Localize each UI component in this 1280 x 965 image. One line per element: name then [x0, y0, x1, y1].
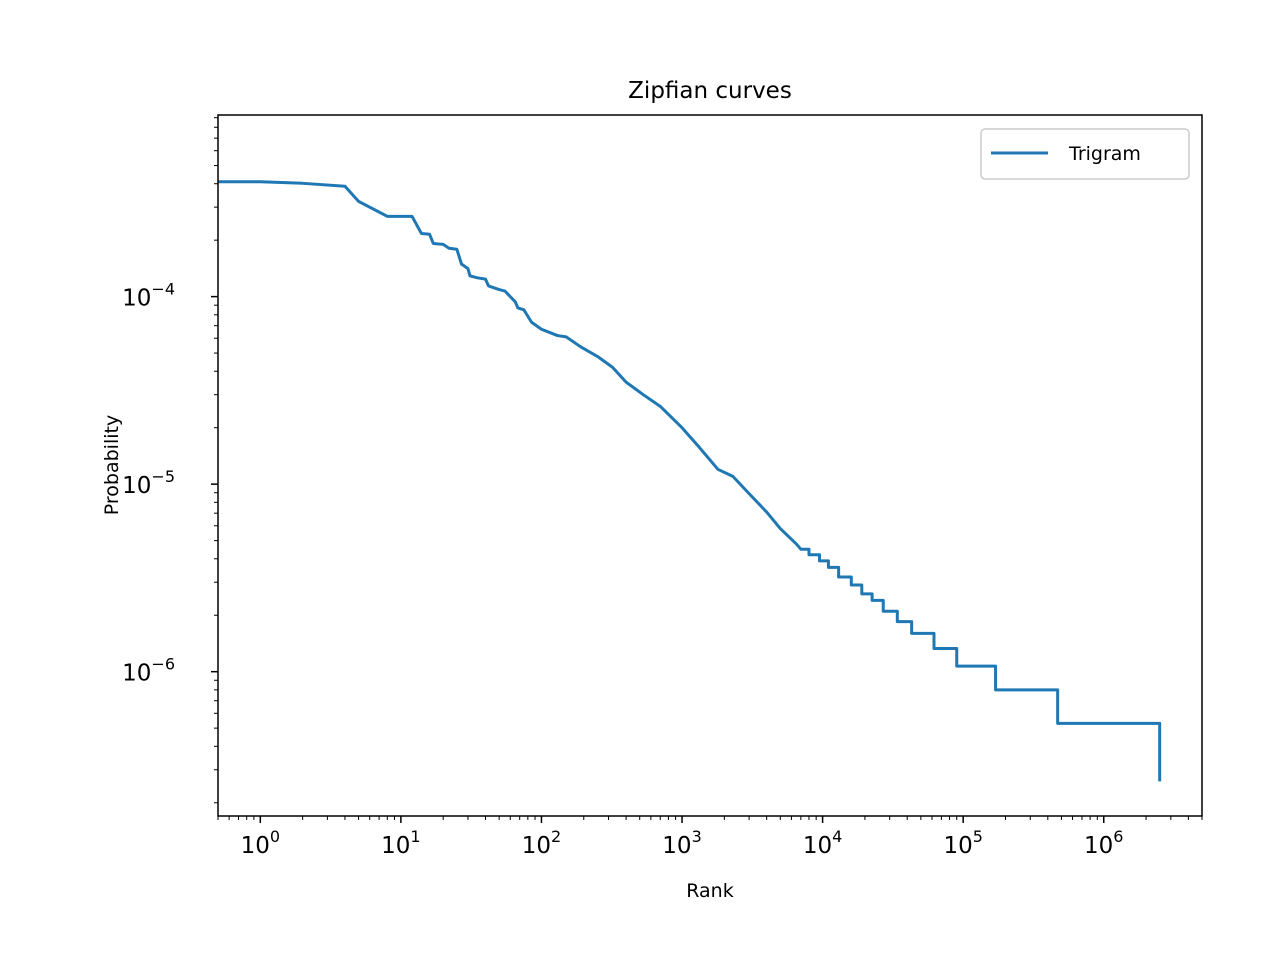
- x-tick-label: 102: [522, 827, 561, 859]
- x-tick-label: 106: [1084, 827, 1123, 859]
- x-tick-label: 105: [943, 827, 982, 859]
- chart-title: Zipfian curves: [628, 78, 792, 104]
- x-tick-label: 103: [662, 827, 701, 859]
- x-tick-label: 104: [803, 827, 842, 859]
- data-layer: [218, 180, 1162, 782]
- legend-box: [980, 128, 1190, 180]
- x-tick-label: 101: [381, 827, 420, 859]
- y-axis-label: Probability: [101, 415, 123, 515]
- series-line-trigram: [218, 180, 1162, 782]
- y-tick-label: 10−5: [122, 467, 175, 499]
- legend-label-trigram: Trigram: [1068, 143, 1141, 165]
- y-tick-label: 10−4: [122, 280, 175, 312]
- plot-frame: [217, 114, 1203, 817]
- legend: Trigram: [980, 128, 1190, 180]
- x-tick-label: 100: [241, 827, 280, 859]
- tick-layer: 100 101 102 103 104 105 106 10−4 10−5 10−6: [122, 117, 1203, 859]
- x-axis-label: Rank: [686, 880, 733, 902]
- y-tick-label: 10−6: [122, 655, 175, 687]
